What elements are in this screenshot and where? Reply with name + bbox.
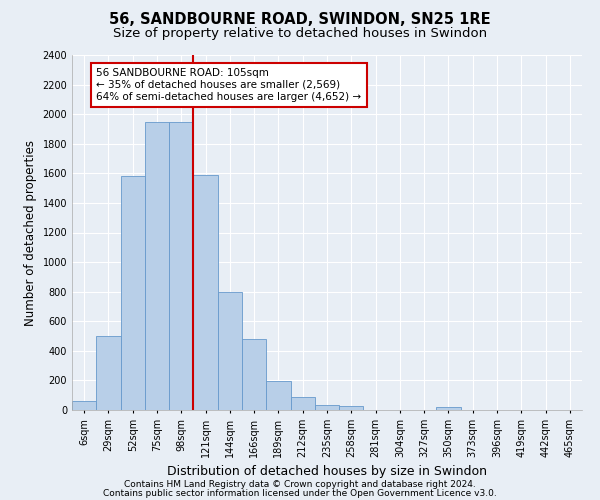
Bar (290, 396, 315, 410)
Bar (339, 406, 364, 410)
Bar (266, 381, 290, 410)
Bar (121, 176, 145, 410)
Text: 56, SANDBOURNE ROAD, SWINDON, SN25 1RE: 56, SANDBOURNE ROAD, SWINDON, SN25 1RE (109, 12, 491, 28)
Bar (218, 292, 242, 410)
Bar (436, 407, 461, 410)
Bar (96, 336, 121, 410)
Bar (242, 339, 266, 410)
Y-axis label: Number of detached properties: Number of detached properties (24, 140, 37, 326)
Bar (169, 122, 193, 410)
Bar (72, 401, 96, 410)
Bar (145, 122, 169, 410)
Text: Size of property relative to detached houses in Swindon: Size of property relative to detached ho… (113, 28, 487, 40)
Bar (315, 405, 339, 410)
Text: 56 SANDBOURNE ROAD: 105sqm
← 35% of detached houses are smaller (2,569)
64% of s: 56 SANDBOURNE ROAD: 105sqm ← 35% of deta… (96, 68, 361, 102)
Text: Contains HM Land Registry data © Crown copyright and database right 2024.: Contains HM Land Registry data © Crown c… (124, 480, 476, 489)
Text: Contains public sector information licensed under the Open Government Licence v3: Contains public sector information licen… (103, 489, 497, 498)
Bar (193, 175, 218, 410)
X-axis label: Distribution of detached houses by size in Swindon: Distribution of detached houses by size … (167, 466, 487, 478)
